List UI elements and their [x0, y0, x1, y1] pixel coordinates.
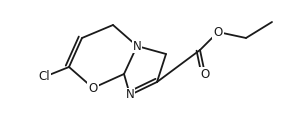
Text: Cl: Cl: [38, 71, 50, 84]
Text: N: N: [126, 89, 134, 102]
Text: O: O: [213, 26, 223, 39]
Text: N: N: [133, 39, 142, 53]
Text: O: O: [88, 81, 98, 95]
Text: O: O: [200, 67, 210, 81]
